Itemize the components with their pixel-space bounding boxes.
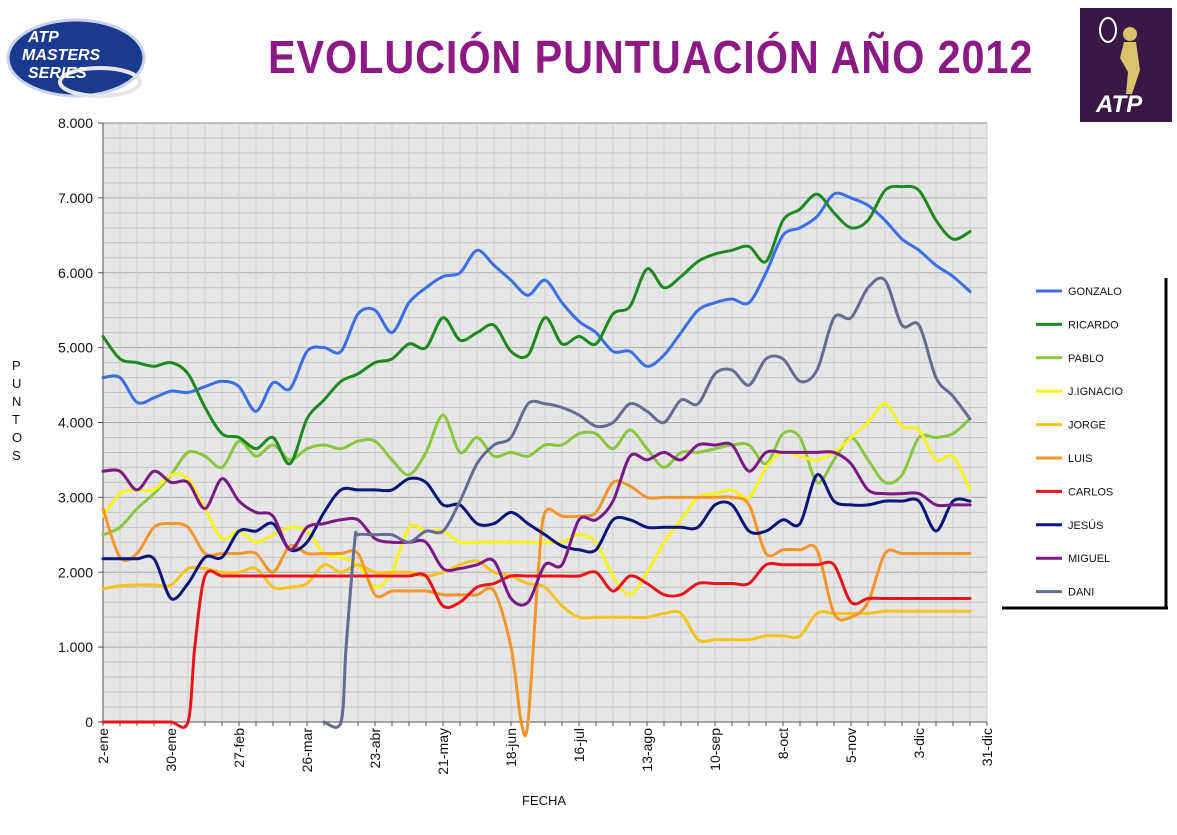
x-tick-label: 8-oct [775,728,791,759]
x-axis-label: FECHA [522,793,566,808]
series-line-ricardo [101,184,972,466]
y-axis-label-letter: N [12,394,21,409]
legend-label-carlos: CARLOS [1068,486,1113,498]
legend-label-pablo: PABLO [1068,353,1104,365]
logo-masters-text: MASTERS [22,47,101,64]
x-tick-label: 5-nov [843,728,859,763]
series-line-j-ignacio [101,402,972,597]
x-tick-label: 26-mar [299,728,315,773]
logo-atp-text: ATP [27,29,59,46]
x-tick-label: 13-ago [639,728,655,772]
y-tick-labels: 0 1.000 2.000 3.000 4.000 5.000 6.000 7.000 8.00… [58,115,103,730]
y-tick-label: 3.000 [58,489,93,505]
logo-swoosh [58,66,142,98]
legend-box [1002,274,1165,607]
y-tick-label: 5.000 [58,340,93,356]
y-tick-label: 7.000 [58,190,93,206]
gridlines [102,123,988,722]
legend: GONZALO RICARDO PABLO J.IGNACIO JORGE LUIS CAR… [1002,274,1168,610]
legend-label-miguel: MIGUEL [1068,553,1110,565]
x-tick-label: 23-abr [367,728,383,769]
logo-racket [1099,17,1117,43]
logo-ring [6,18,146,98]
series-line-pablo [101,413,972,537]
y-axis-label-letter: S [12,448,21,463]
y-axis-label-letter: T [12,412,20,427]
y-axis-label-letter: U [12,376,21,391]
legend-label-ricardo: RICARDO [1068,319,1119,331]
logo-player-body [1120,42,1140,94]
y-tick-label: 4.000 [58,415,93,431]
logo-atp-text: ATP [1095,91,1143,118]
legend-label-dani: DANI [1068,587,1094,599]
logo-series-text: SERIES [28,65,87,82]
y-tick-label: 0 [85,714,93,730]
legend-label-jorge: JORGE [1068,420,1106,432]
atp-player-logo: ATP [1080,8,1172,122]
x-tick-labels: 2-ene 30-ene 27-feb 26-mar 23-abr 21-may 18-ju… [95,728,995,775]
x-tick-label: 10-sep [707,728,723,771]
logo-player-head [1123,27,1137,41]
legend-label-luis: LUIS [1068,453,1092,465]
series-line-dani [322,276,972,729]
y-axis-label-letter: P [12,358,21,373]
legend-label-gonzalo: GONZALO [1068,286,1122,298]
x-tick-label: 30-ene [163,728,179,772]
series-lines [101,184,972,738]
series-line-miguel [101,441,972,607]
x-tick-label: 16-jul [571,728,587,762]
series-line-carlos [101,560,972,729]
series-line-luis [101,479,972,738]
x-tick-label: 18-jun [503,728,519,767]
y-tick-label: 8.000 [58,115,93,131]
x-tick-label: 27-feb [231,728,247,768]
y-tick-label: 1.000 [58,639,93,655]
series-line-jes-s [101,473,972,601]
legend-label-jes-s: JESÚS [1068,519,1103,532]
x-tick-label: 21-may [435,728,451,775]
legend-label-j-ignacio: J.IGNACIO [1068,386,1123,398]
series-line-gonzalo [101,191,972,413]
x-tick-label: 3-dic [911,728,927,758]
atp-masters-series-logo: ATP MASTERS SERIES [6,18,146,98]
y-tick-label: 6.000 [58,265,93,281]
x-tick-label: 31-dic [979,728,995,766]
x-tick-label: 2-ene [95,728,111,764]
y-axis-label-letter: O [12,430,22,445]
y-tick-label: 2.000 [58,564,93,580]
